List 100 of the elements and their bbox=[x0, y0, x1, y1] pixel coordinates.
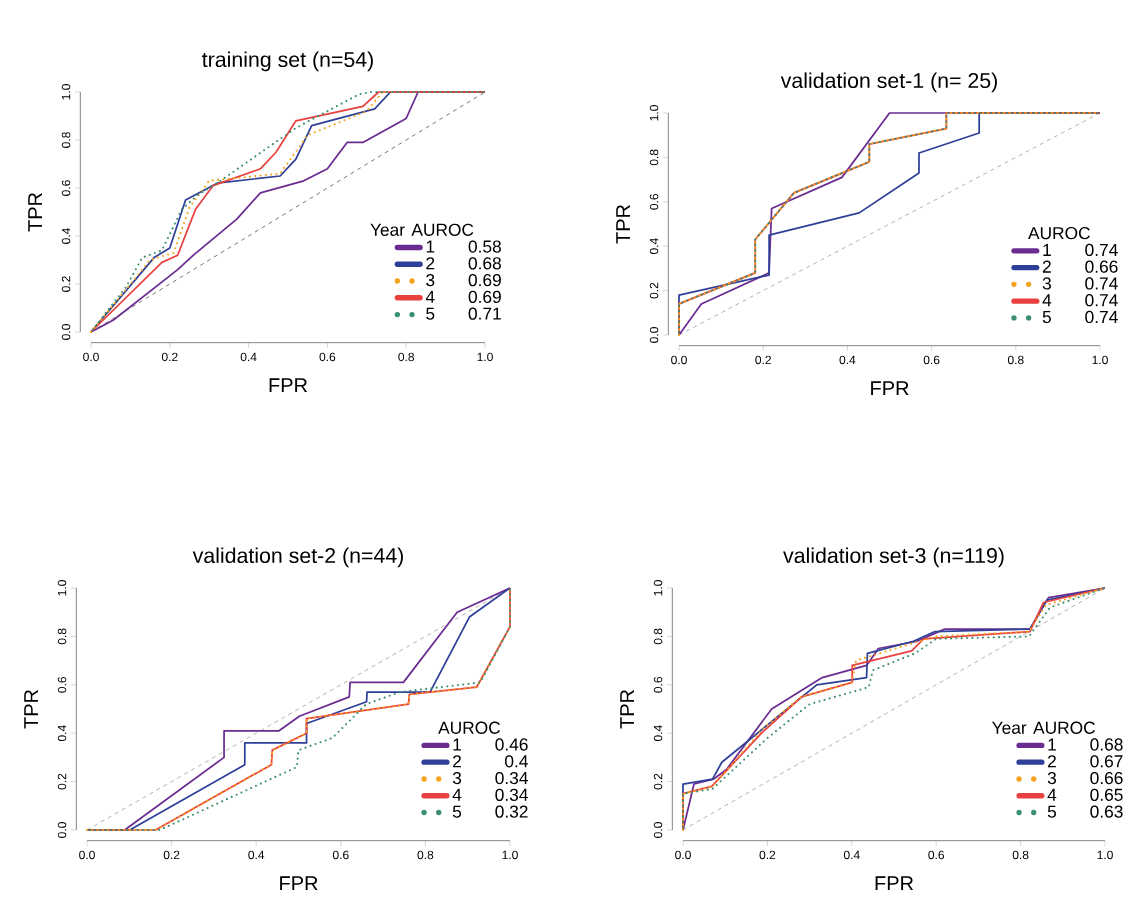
x-axis-title: FPR bbox=[280, 876, 318, 891]
annotation: 0.74 bbox=[1085, 294, 1118, 307]
x-tick-label: 0.6 bbox=[928, 850, 945, 860]
y-tick-label: 0.2 bbox=[649, 282, 659, 299]
legend-label: 2 bbox=[426, 257, 435, 270]
legend-label: 1 bbox=[1043, 243, 1051, 256]
x-tick-label: 1.0 bbox=[502, 850, 518, 860]
x-axis-title: FPR bbox=[269, 378, 308, 393]
annotation: 0.69 bbox=[468, 273, 501, 287]
legend-label: 3 bbox=[1047, 771, 1057, 785]
legend-title: Year bbox=[370, 223, 405, 236]
y-tick-label: 1.0 bbox=[57, 580, 67, 596]
legend-label: 5 bbox=[452, 805, 462, 818]
legend-label: 4 bbox=[425, 290, 435, 303]
x-tick-label: 0.4 bbox=[248, 850, 265, 860]
y-tick-label: 0.0 bbox=[649, 327, 659, 343]
x-tick-label: 0.8 bbox=[398, 352, 415, 362]
y-axis-title: TPR bbox=[620, 689, 634, 729]
y-tick-label: 1.0 bbox=[653, 580, 663, 596]
y-tick-label: 0.2 bbox=[57, 773, 67, 790]
annotation: 0.32 bbox=[495, 805, 528, 818]
y-tick-label: 0.8 bbox=[57, 628, 67, 645]
annotation: 0.74 bbox=[1085, 277, 1118, 290]
y-axis-title: TPR bbox=[28, 192, 42, 232]
y-tick-label: 0.6 bbox=[653, 676, 663, 693]
x-tick-label: 0.6 bbox=[923, 355, 940, 365]
annotation: 0.66 bbox=[1085, 260, 1118, 273]
annotation: 0.66 bbox=[1090, 771, 1123, 785]
legend-title: Year bbox=[992, 721, 1027, 734]
y-tick-label: 0.6 bbox=[61, 180, 71, 196]
x-tick-label: 0.0 bbox=[675, 850, 691, 860]
legend-label: 1 bbox=[426, 240, 435, 253]
annotation: 0.67 bbox=[1090, 755, 1123, 768]
legend-label: 3 bbox=[452, 771, 462, 785]
annotation: 0.74 bbox=[1085, 243, 1118, 257]
y-tick-label: 0.0 bbox=[653, 822, 663, 838]
y-tick-label: 0.2 bbox=[61, 276, 71, 292]
annotation: AUROC bbox=[438, 721, 501, 734]
x-tick-label: 0.8 bbox=[1007, 355, 1024, 365]
x-tick-label: 0.2 bbox=[759, 850, 776, 860]
annotation: AUROC bbox=[411, 223, 474, 236]
annotation: 0.34 bbox=[495, 771, 528, 785]
y-tick-label: 0.6 bbox=[649, 193, 659, 210]
annotation: 0.65 bbox=[1090, 788, 1123, 801]
annotation: AUROC bbox=[1033, 721, 1095, 734]
x-tick-label: 0.4 bbox=[843, 850, 860, 860]
x-tick-label: 0.8 bbox=[1012, 850, 1029, 860]
x-tick-label: 0.8 bbox=[417, 850, 434, 860]
legend-label: 5 bbox=[1042, 311, 1051, 324]
legend-label: 5 bbox=[1047, 805, 1057, 818]
x-tick-label: 0.4 bbox=[240, 352, 257, 362]
x-tick-label: 0.6 bbox=[332, 850, 349, 860]
legend-label: 2 bbox=[453, 755, 461, 768]
x-tick-label: 1.0 bbox=[1097, 850, 1113, 860]
annotation: 0.69 bbox=[468, 290, 501, 303]
x-tick-label: 1.0 bbox=[477, 352, 493, 362]
y-tick-label: 0.8 bbox=[653, 628, 663, 645]
legend-label: 2 bbox=[1048, 755, 1056, 768]
annotation: 0.46 bbox=[495, 738, 528, 751]
legend-label: 4 bbox=[452, 788, 462, 801]
legend-label: 3 bbox=[1042, 277, 1051, 290]
legend-label: 1 bbox=[1048, 738, 1056, 751]
y-tick-label: 0.4 bbox=[653, 725, 663, 742]
x-tick-label: 0.0 bbox=[83, 352, 99, 362]
chart-title: validation set-3 (n=119) bbox=[783, 547, 1004, 568]
x-axis-title: FPR bbox=[875, 876, 914, 891]
annotation: 0.68 bbox=[468, 257, 501, 270]
annotation: 0.58 bbox=[468, 240, 501, 253]
legend-label: 4 bbox=[1047, 788, 1057, 801]
annotation: 0.68 bbox=[1090, 738, 1123, 751]
annotation: 0.71 bbox=[468, 307, 501, 320]
y-tick-label: 0.0 bbox=[61, 324, 71, 340]
annotation: AUROC bbox=[1028, 227, 1090, 240]
chart-title: validation set-1 (n= 25) bbox=[780, 72, 997, 93]
x-axis-title: FPR bbox=[871, 381, 909, 396]
x-tick-label: 0.0 bbox=[671, 355, 687, 365]
y-tick-label: 0.4 bbox=[61, 228, 71, 244]
y-tick-label: 0.0 bbox=[57, 822, 67, 838]
y-axis-title: TPR bbox=[616, 204, 630, 244]
x-tick-label: 1.0 bbox=[1092, 355, 1108, 365]
y-tick-label: 1.0 bbox=[649, 105, 659, 121]
x-tick-label: 0.2 bbox=[163, 850, 180, 860]
annotation: 0.74 bbox=[1085, 310, 1118, 324]
chart-title: validation set-2 (n=44) bbox=[192, 547, 403, 568]
y-tick-label: 0.4 bbox=[649, 238, 659, 255]
legend-label: 4 bbox=[1042, 294, 1052, 307]
x-tick-label: 0.6 bbox=[319, 352, 336, 362]
y-tick-label: 0.4 bbox=[57, 725, 67, 742]
annotation: 0.4 bbox=[505, 755, 528, 768]
legend-label: 3 bbox=[426, 273, 435, 287]
legend-label: 1 bbox=[453, 738, 461, 751]
x-tick-label: 0.4 bbox=[839, 355, 856, 365]
y-tick-label: 0.2 bbox=[653, 773, 663, 790]
y-axis-title: TPR bbox=[24, 689, 38, 729]
legend-label: 5 bbox=[426, 307, 435, 320]
y-tick-label: 0.8 bbox=[61, 132, 71, 148]
legend-label: 2 bbox=[1042, 260, 1051, 273]
y-tick-label: 0.6 bbox=[57, 676, 67, 693]
y-tick-label: 0.8 bbox=[649, 149, 659, 166]
x-tick-label: 0.2 bbox=[755, 355, 771, 365]
